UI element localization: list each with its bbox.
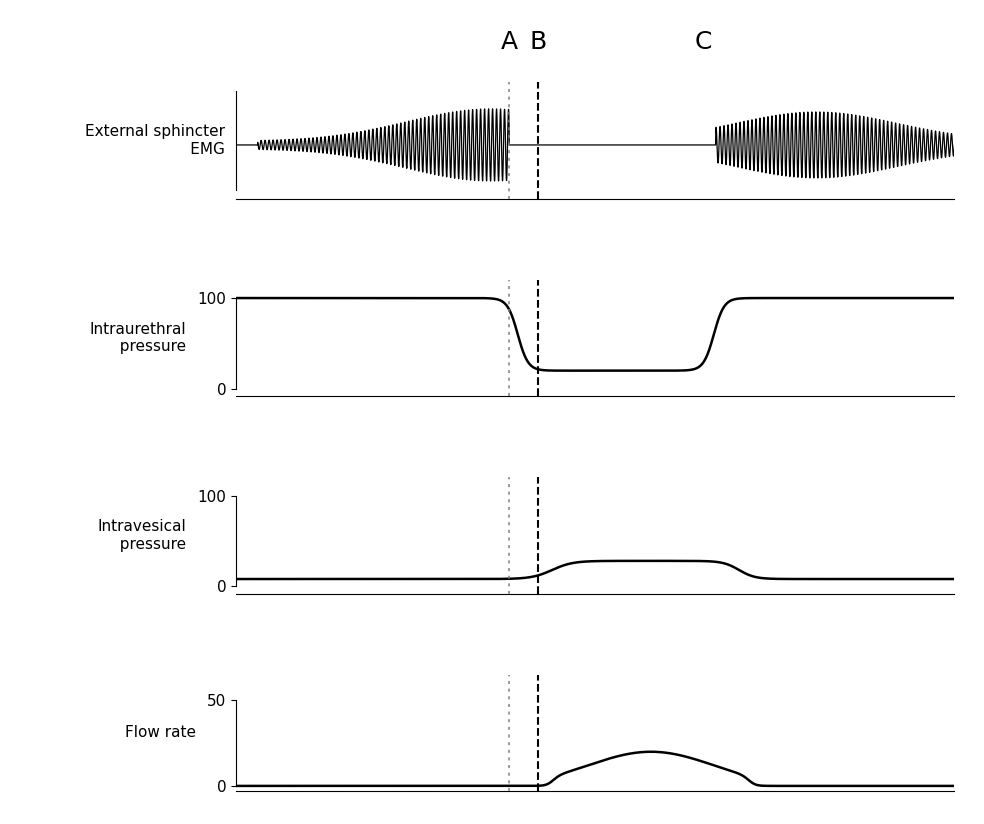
Y-axis label: Intraurethral
  pressure: Intraurethral pressure [90,322,186,354]
Text: C: C [695,30,711,54]
Y-axis label: Intravesical
  pressure: Intravesical pressure [97,519,186,551]
Text: B: B [529,30,546,54]
Text: A: A [501,30,518,54]
Y-axis label: Flow rate: Flow rate [125,725,196,741]
Y-axis label: External sphincter
      EMG: External sphincter EMG [85,124,225,157]
